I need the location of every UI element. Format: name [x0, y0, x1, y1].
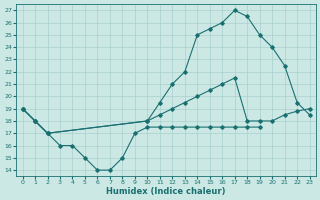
X-axis label: Humidex (Indice chaleur): Humidex (Indice chaleur) [106, 187, 226, 196]
